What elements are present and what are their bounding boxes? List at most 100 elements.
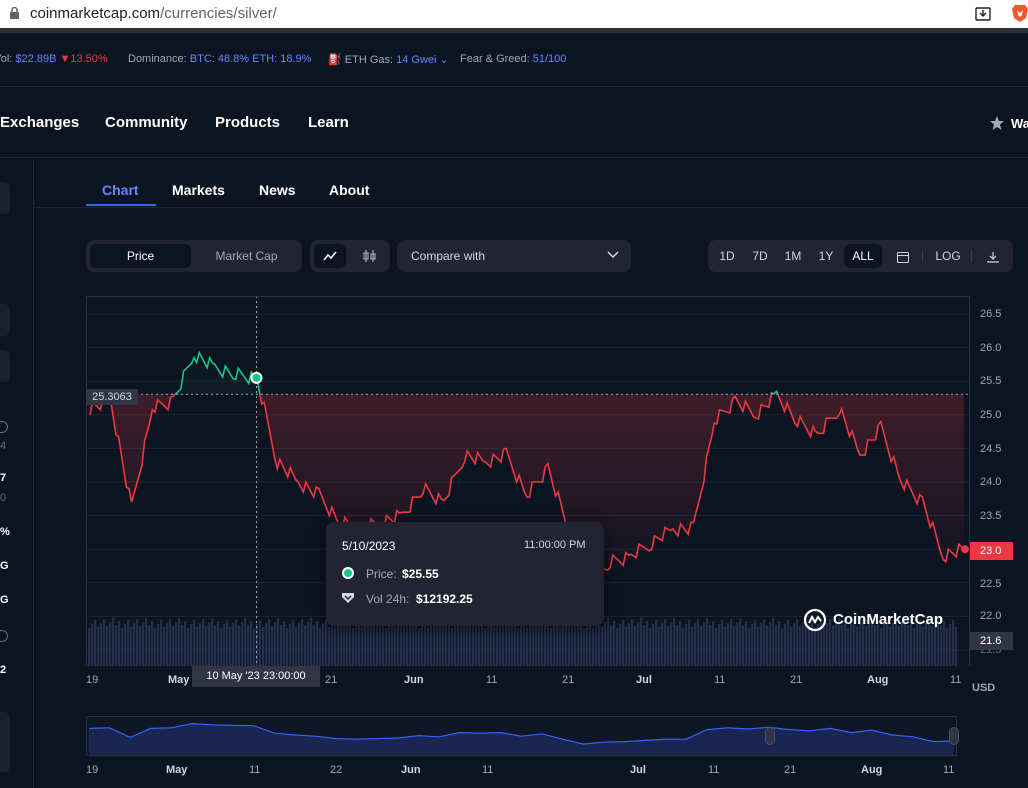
nav-learn[interactable]: Learn [308,114,349,131]
volume-bar [400,619,403,666]
volume-bar [760,623,763,666]
volume-bar [577,625,580,666]
compare-label: Compare with [411,249,486,263]
volume-bar [316,621,319,666]
volume-bar [730,619,733,666]
volume-bar [727,623,730,666]
volume-bar [949,624,952,666]
info-icon [0,421,8,433]
volume-bar [541,618,544,666]
volume-bar [448,621,451,666]
price-chart[interactable] [86,296,970,666]
volume-bar [259,620,262,666]
compare-dropdown[interactable]: Compare with [397,240,631,272]
sidebar-card[interactable] [0,712,10,772]
volume-bar [367,619,370,666]
candlestick-button[interactable] [354,244,386,268]
volume-bar [187,628,190,666]
volume-bar [613,621,616,666]
navigator-handle-right[interactable] [949,727,959,745]
volume-bar [568,626,571,666]
tab-news[interactable]: News [259,182,296,198]
volume-bar [220,628,223,666]
volume-bar [817,624,820,666]
chevron-down-icon [607,251,619,259]
navigator-handle-left[interactable] [765,727,775,745]
market-cap-button[interactable]: Market Cap [215,249,278,263]
volume-bar [481,621,484,666]
volume-bar [697,619,700,666]
nav-products[interactable]: Products [215,114,281,131]
sidebar-card[interactable] [0,350,10,382]
volume-bar [217,621,220,666]
fear-greed-stat[interactable]: Fear & Greed: 51/100 [460,53,567,65]
volume-bar [559,627,562,666]
volume-bar [124,624,127,666]
volume-bar [325,620,328,666]
volume-bar [589,620,592,666]
volume-bar [478,625,481,666]
volume-bar [943,621,946,666]
date-range-button[interactable] [888,244,918,268]
log-scale-button[interactable]: LOG [935,249,961,263]
range-7d-button[interactable]: 7D [752,249,768,263]
volume-bar [832,626,835,666]
volume-bar [841,625,844,666]
volume-bar [382,621,385,666]
dominance-stat[interactable]: Dominance: BTC: 48.8% ETH: 18.9% [128,53,312,65]
tooltip-date: 5/10/2023 [342,539,396,553]
nav-community[interactable]: Community [105,114,188,131]
volume-bar [403,626,406,666]
tab-about[interactable]: About [329,182,370,198]
chart-type-toggle [310,240,390,272]
brave-icon[interactable] [1012,4,1028,22]
volume-bar [115,625,118,666]
volume-bar [472,622,475,666]
volume-bar [457,620,460,666]
volume-bar [352,628,355,666]
tab-markets[interactable]: Markets [172,182,225,198]
sidebar-card[interactable] [0,182,10,214]
range-1m-button[interactable]: 1M [784,249,802,263]
address-bar[interactable]: coinmarketcap.com/currencies/silver/ [30,5,277,22]
volume-bar [607,618,610,666]
export-button[interactable] [978,244,1008,268]
volume-bar [307,622,310,666]
nav-exchanges[interactable]: Exchanges [0,114,80,131]
star-icon[interactable] [989,115,1005,131]
volume-bar [901,622,904,666]
line-chart-button[interactable] [314,244,346,268]
chart-navigator[interactable] [86,716,959,756]
volume-bar [742,625,745,666]
sidebar-card[interactable] [0,304,10,336]
volume-bar [598,619,601,666]
navigator-series [88,722,955,755]
volume-bar [436,626,439,666]
y-tick: 24.0 [980,476,1002,488]
volume-bar [601,626,604,666]
navigator-line [88,722,955,745]
volume-bar [496,623,499,666]
download-icon[interactable] [975,6,991,22]
range-1y-button[interactable]: 1Y [818,249,834,263]
price-button[interactable]: Price [90,244,191,268]
range-1d-button[interactable]: 1D [719,249,735,263]
navigator-x-tick: 11 [249,764,261,776]
volume-bar [823,627,826,666]
volume-bar [502,626,505,666]
volume-bar [451,628,454,666]
current-price-label: 23.0 [970,542,1013,560]
volume-bar [388,624,391,666]
volume-bar [556,620,559,666]
tooltip-price-label: Price: [366,567,397,581]
volume-bar [664,619,667,666]
volume-bar [271,626,274,666]
range-all-button[interactable]: ALL [844,244,882,268]
tab-chart[interactable]: Chart [102,182,139,198]
watchlist-link[interactable]: Wa [1011,116,1028,131]
eth-gas-stat[interactable]: ⛽ ETH Gas: 14 Gwei ⌄ [328,54,449,66]
volume-bar [331,623,334,666]
volume-bar [826,623,829,666]
y-tick: 25.0 [980,409,1002,421]
volume-bar [799,626,802,666]
